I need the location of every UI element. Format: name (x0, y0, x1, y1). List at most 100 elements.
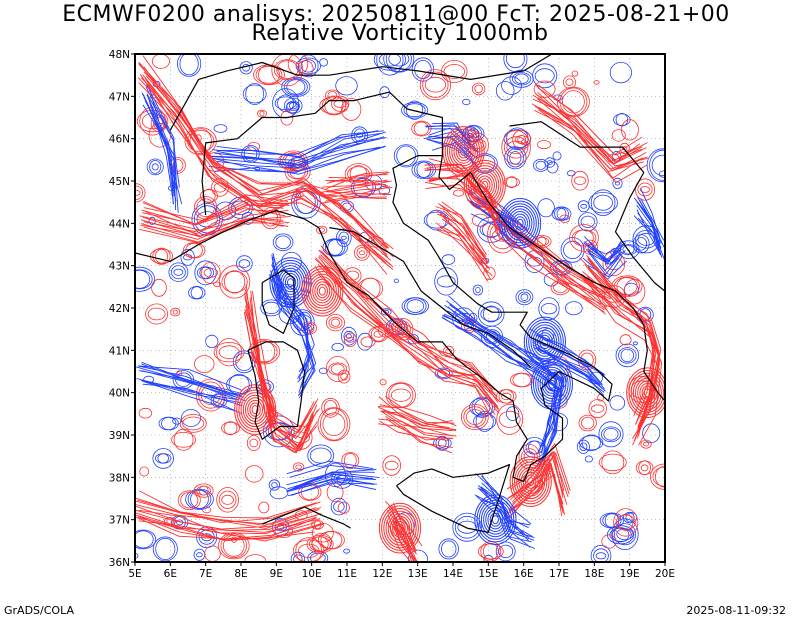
vorticity-contour (498, 544, 514, 559)
vorticity-contour (242, 84, 267, 104)
vorticity-contour (470, 138, 487, 152)
vorticity-contour (292, 462, 305, 472)
vorticity-contour (137, 77, 394, 268)
vorticity-contour (318, 255, 500, 402)
vorticity-contour (520, 293, 529, 302)
vorticity-contour (609, 61, 633, 84)
vorticity-contour (286, 468, 377, 486)
vorticity-contour (188, 286, 206, 300)
vorticity-contour (613, 523, 637, 546)
vorticity-contour (340, 326, 357, 346)
vorticity-contour (311, 519, 324, 530)
y-tick-label: 47N (109, 91, 130, 103)
vorticity-contour (309, 447, 332, 464)
vorticity-contour (280, 270, 301, 295)
vorticity-contour (327, 239, 343, 256)
vorticity-contour (390, 388, 411, 402)
x-tick-label: 7E (199, 568, 212, 580)
vorticity-contour (587, 248, 622, 263)
vorticity-contour (291, 480, 376, 496)
vorticity-contour (171, 431, 197, 448)
vorticity-contour (426, 138, 476, 165)
vorticity-contour (593, 80, 600, 85)
vorticity-contour (328, 316, 343, 329)
vorticity-contour (213, 124, 228, 133)
vorticity-contour (258, 501, 270, 514)
vorticity-contour (476, 175, 493, 195)
coastline (438, 155, 665, 402)
vorticity-contour (532, 341, 601, 386)
vorticity-contour (382, 455, 402, 476)
graticule (135, 54, 665, 562)
vorticity-contour (552, 151, 562, 161)
vorticity-contour (143, 66, 388, 249)
vorticity-contour (651, 154, 665, 176)
y-tick-label: 39N (109, 430, 130, 442)
vorticity-contour (194, 260, 217, 286)
vorticity-contour (143, 217, 284, 232)
vorticity-contour (587, 256, 623, 278)
vorticity-contour (620, 348, 635, 363)
vorticity-contour (438, 538, 459, 560)
vorticity-contour (601, 534, 617, 549)
vorticity-contour (318, 249, 494, 391)
vorticity-contour (318, 286, 326, 296)
vorticity-contour (141, 361, 245, 395)
vorticity-contour (345, 333, 352, 339)
vorticity-contour (135, 500, 322, 525)
vorticity-contour (317, 263, 500, 414)
vorticity-contour (425, 124, 471, 145)
vorticity-contour (471, 82, 486, 96)
vorticity-contour (182, 416, 205, 431)
vorticity-contour (601, 450, 625, 475)
vorticity-contour (557, 86, 590, 117)
vorticity-contour (301, 265, 344, 317)
vorticity-contour (326, 171, 388, 184)
vorticity-contour (238, 389, 272, 430)
x-tick-label: 17E (549, 568, 569, 580)
vorticity-contour (640, 439, 652, 449)
vorticity-contour (328, 362, 348, 376)
vorticity-contour (260, 299, 283, 317)
vorticity-contour (449, 133, 479, 169)
vorticity-contour (637, 212, 660, 252)
vorticity-contour (411, 120, 432, 137)
vorticity-contour (622, 244, 635, 255)
vorticity-contour (135, 269, 151, 289)
vorticity-contour (477, 543, 504, 560)
vorticity-contour (179, 414, 207, 433)
vorticity-contour (441, 540, 457, 558)
vorticity-contour (290, 309, 315, 336)
vorticity-contour (401, 297, 430, 315)
vorticity-contour (590, 544, 612, 562)
vorticity-contour (573, 176, 587, 186)
vorticity-contour (611, 129, 626, 142)
vorticity-contour (330, 318, 340, 327)
vorticity-contour (283, 97, 303, 114)
vorticity-contour (496, 403, 524, 435)
vorticity-contour (540, 303, 558, 315)
vorticity-contour (603, 427, 619, 441)
footer-credit: GrADS/COLA (4, 604, 74, 617)
vorticity-contour (378, 406, 457, 431)
vorticity-contour (616, 277, 638, 296)
vorticity-contour (614, 276, 641, 296)
vorticity-contour (407, 334, 419, 345)
vorticity-contour (173, 268, 184, 276)
vorticity-contour (320, 245, 496, 391)
vorticity-contour (146, 84, 178, 189)
vorticity-contour (633, 197, 661, 240)
vorticity-contour (501, 76, 523, 95)
vorticity-contour (272, 276, 316, 397)
vorticity-contour (224, 270, 246, 294)
vorticity-contour (482, 305, 500, 323)
vorticity-contour (388, 382, 414, 408)
vorticity-contour (148, 85, 178, 191)
vorticity-contour (137, 365, 242, 391)
vorticity-contour (538, 106, 642, 179)
vorticity-contour (520, 469, 541, 494)
vorticity-contour (317, 530, 345, 550)
vorticity-contour (520, 139, 527, 146)
vorticity-contour (146, 158, 164, 176)
vorticity-contour (244, 465, 264, 483)
